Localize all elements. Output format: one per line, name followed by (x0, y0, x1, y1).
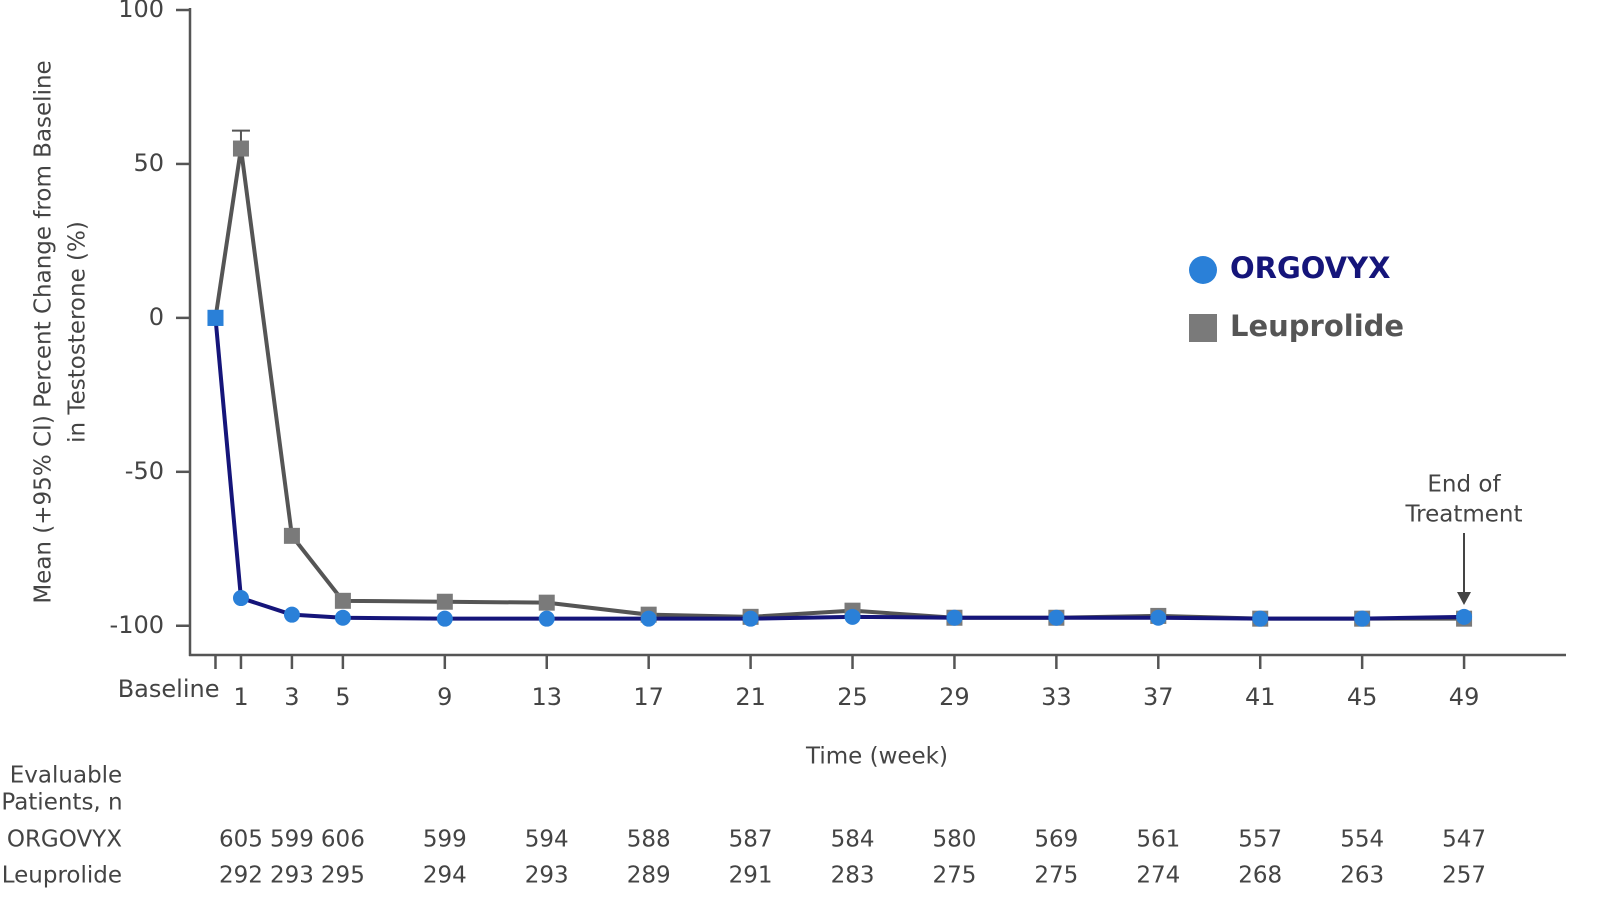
table-cell: 599 (423, 827, 467, 853)
table-cell: 294 (423, 863, 467, 889)
annotation-arrowhead (1457, 592, 1471, 605)
y-tick-label: -100 (110, 611, 164, 639)
table-cell: 274 (1136, 863, 1180, 889)
table-cell: 606 (321, 827, 365, 853)
marker (640, 610, 657, 627)
y-tick-label: -50 (125, 457, 164, 485)
table-row-label: Leuprolide (2, 863, 122, 889)
marker (538, 610, 555, 627)
marker (232, 590, 249, 607)
x-tick-label: 25 (837, 683, 868, 711)
table-cell: 587 (729, 827, 773, 853)
table-cell: 554 (1340, 827, 1384, 853)
table-cell: 605 (219, 827, 263, 853)
series-line (213, 146, 1465, 621)
y-tick-label: 0 (149, 303, 164, 331)
x-axis-label: Time (week) (805, 744, 948, 770)
x-tick-label: 5 (335, 683, 350, 711)
marker (436, 610, 453, 627)
marker (1456, 608, 1473, 625)
x-tick-label: Baseline (118, 675, 220, 703)
y-axis-label-line: Mean (+95% CI) Percent Change from Basel… (31, 60, 57, 603)
table-cell: 561 (1136, 827, 1180, 853)
marker (334, 592, 351, 609)
x-tick-label: 29 (939, 683, 970, 711)
marker (1048, 609, 1065, 626)
y-tick-label: 100 (118, 0, 164, 23)
x-tick-label: 37 (1143, 683, 1174, 711)
table-cell: 580 (932, 827, 976, 853)
marker (232, 140, 249, 157)
marker (946, 609, 963, 626)
table-row-label: ORGOVYX (7, 827, 122, 853)
annotation: End of (1427, 472, 1501, 498)
x-tick-label: 9 (437, 683, 452, 711)
legend-marker (1189, 256, 1217, 284)
table-cell: 594 (525, 827, 569, 853)
table-cell: 263 (1340, 863, 1384, 889)
table-cell: 257 (1442, 863, 1486, 889)
table-cell: 584 (831, 827, 875, 853)
table-cell: 599 (270, 827, 314, 853)
table-cell: 547 (1442, 827, 1486, 853)
x-tick-label: 1 (233, 683, 248, 711)
x-tick-label: 21 (735, 683, 766, 711)
legend-label: ORGOVYX (1230, 251, 1390, 285)
table-cell: 293 (525, 863, 569, 889)
table-cell: 268 (1238, 863, 1282, 889)
legend-marker (1189, 314, 1217, 342)
marker (436, 593, 453, 610)
marker (207, 309, 224, 326)
table-title: Patients, n (1, 790, 122, 816)
table-cell: 569 (1034, 827, 1078, 853)
table-cell: 275 (1034, 863, 1078, 889)
y-axis-label-line: in Testosterone (%) (65, 221, 91, 443)
table-cell: 557 (1238, 827, 1282, 853)
x-tick-label: 3 (284, 683, 299, 711)
x-tick-label: 13 (531, 683, 562, 711)
marker (334, 609, 351, 626)
marker (1354, 610, 1371, 627)
x-tick-label: 17 (633, 683, 664, 711)
x-tick-label: 33 (1041, 683, 1072, 711)
table-cell: 293 (270, 863, 314, 889)
table-cell: 292 (219, 863, 263, 889)
table-title: Evaluable (10, 763, 122, 789)
series-line (213, 317, 1465, 621)
table-cell: 275 (932, 863, 976, 889)
marker (742, 610, 759, 627)
table-cell: 289 (627, 863, 671, 889)
y-tick-label: 50 (133, 149, 164, 177)
legend-label: Leuprolide (1230, 309, 1404, 343)
marker (1150, 609, 1167, 626)
table-cell: 295 (321, 863, 365, 889)
table-cell: 588 (627, 827, 671, 853)
marker (844, 608, 861, 625)
annotation: Treatment (1404, 502, 1522, 528)
x-tick-label: 49 (1449, 683, 1480, 711)
marker (538, 594, 555, 611)
marker (1252, 610, 1269, 627)
marker (283, 606, 300, 623)
x-tick-label: 41 (1245, 683, 1276, 711)
x-tick-label: 45 (1347, 683, 1378, 711)
y-axis-label: Mean (+95% CI) Percent Change from Basel… (31, 60, 91, 603)
marker (283, 527, 300, 544)
table-cell: 291 (729, 863, 773, 889)
table-cell: 283 (831, 863, 875, 889)
